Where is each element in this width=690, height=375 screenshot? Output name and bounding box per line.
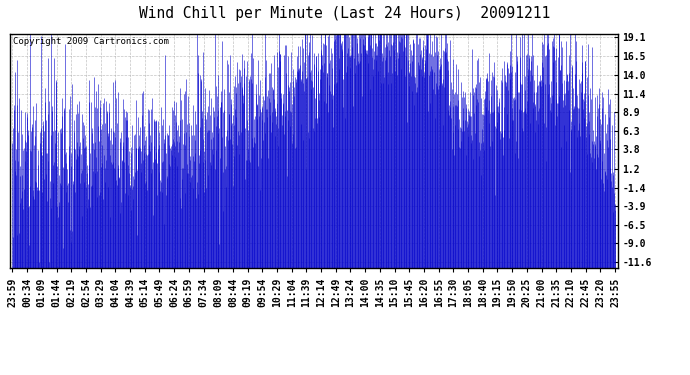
Text: Wind Chill per Minute (Last 24 Hours)  20091211: Wind Chill per Minute (Last 24 Hours) 20…	[139, 6, 551, 21]
Text: Copyright 2009 Cartronics.com: Copyright 2009 Cartronics.com	[13, 37, 169, 46]
